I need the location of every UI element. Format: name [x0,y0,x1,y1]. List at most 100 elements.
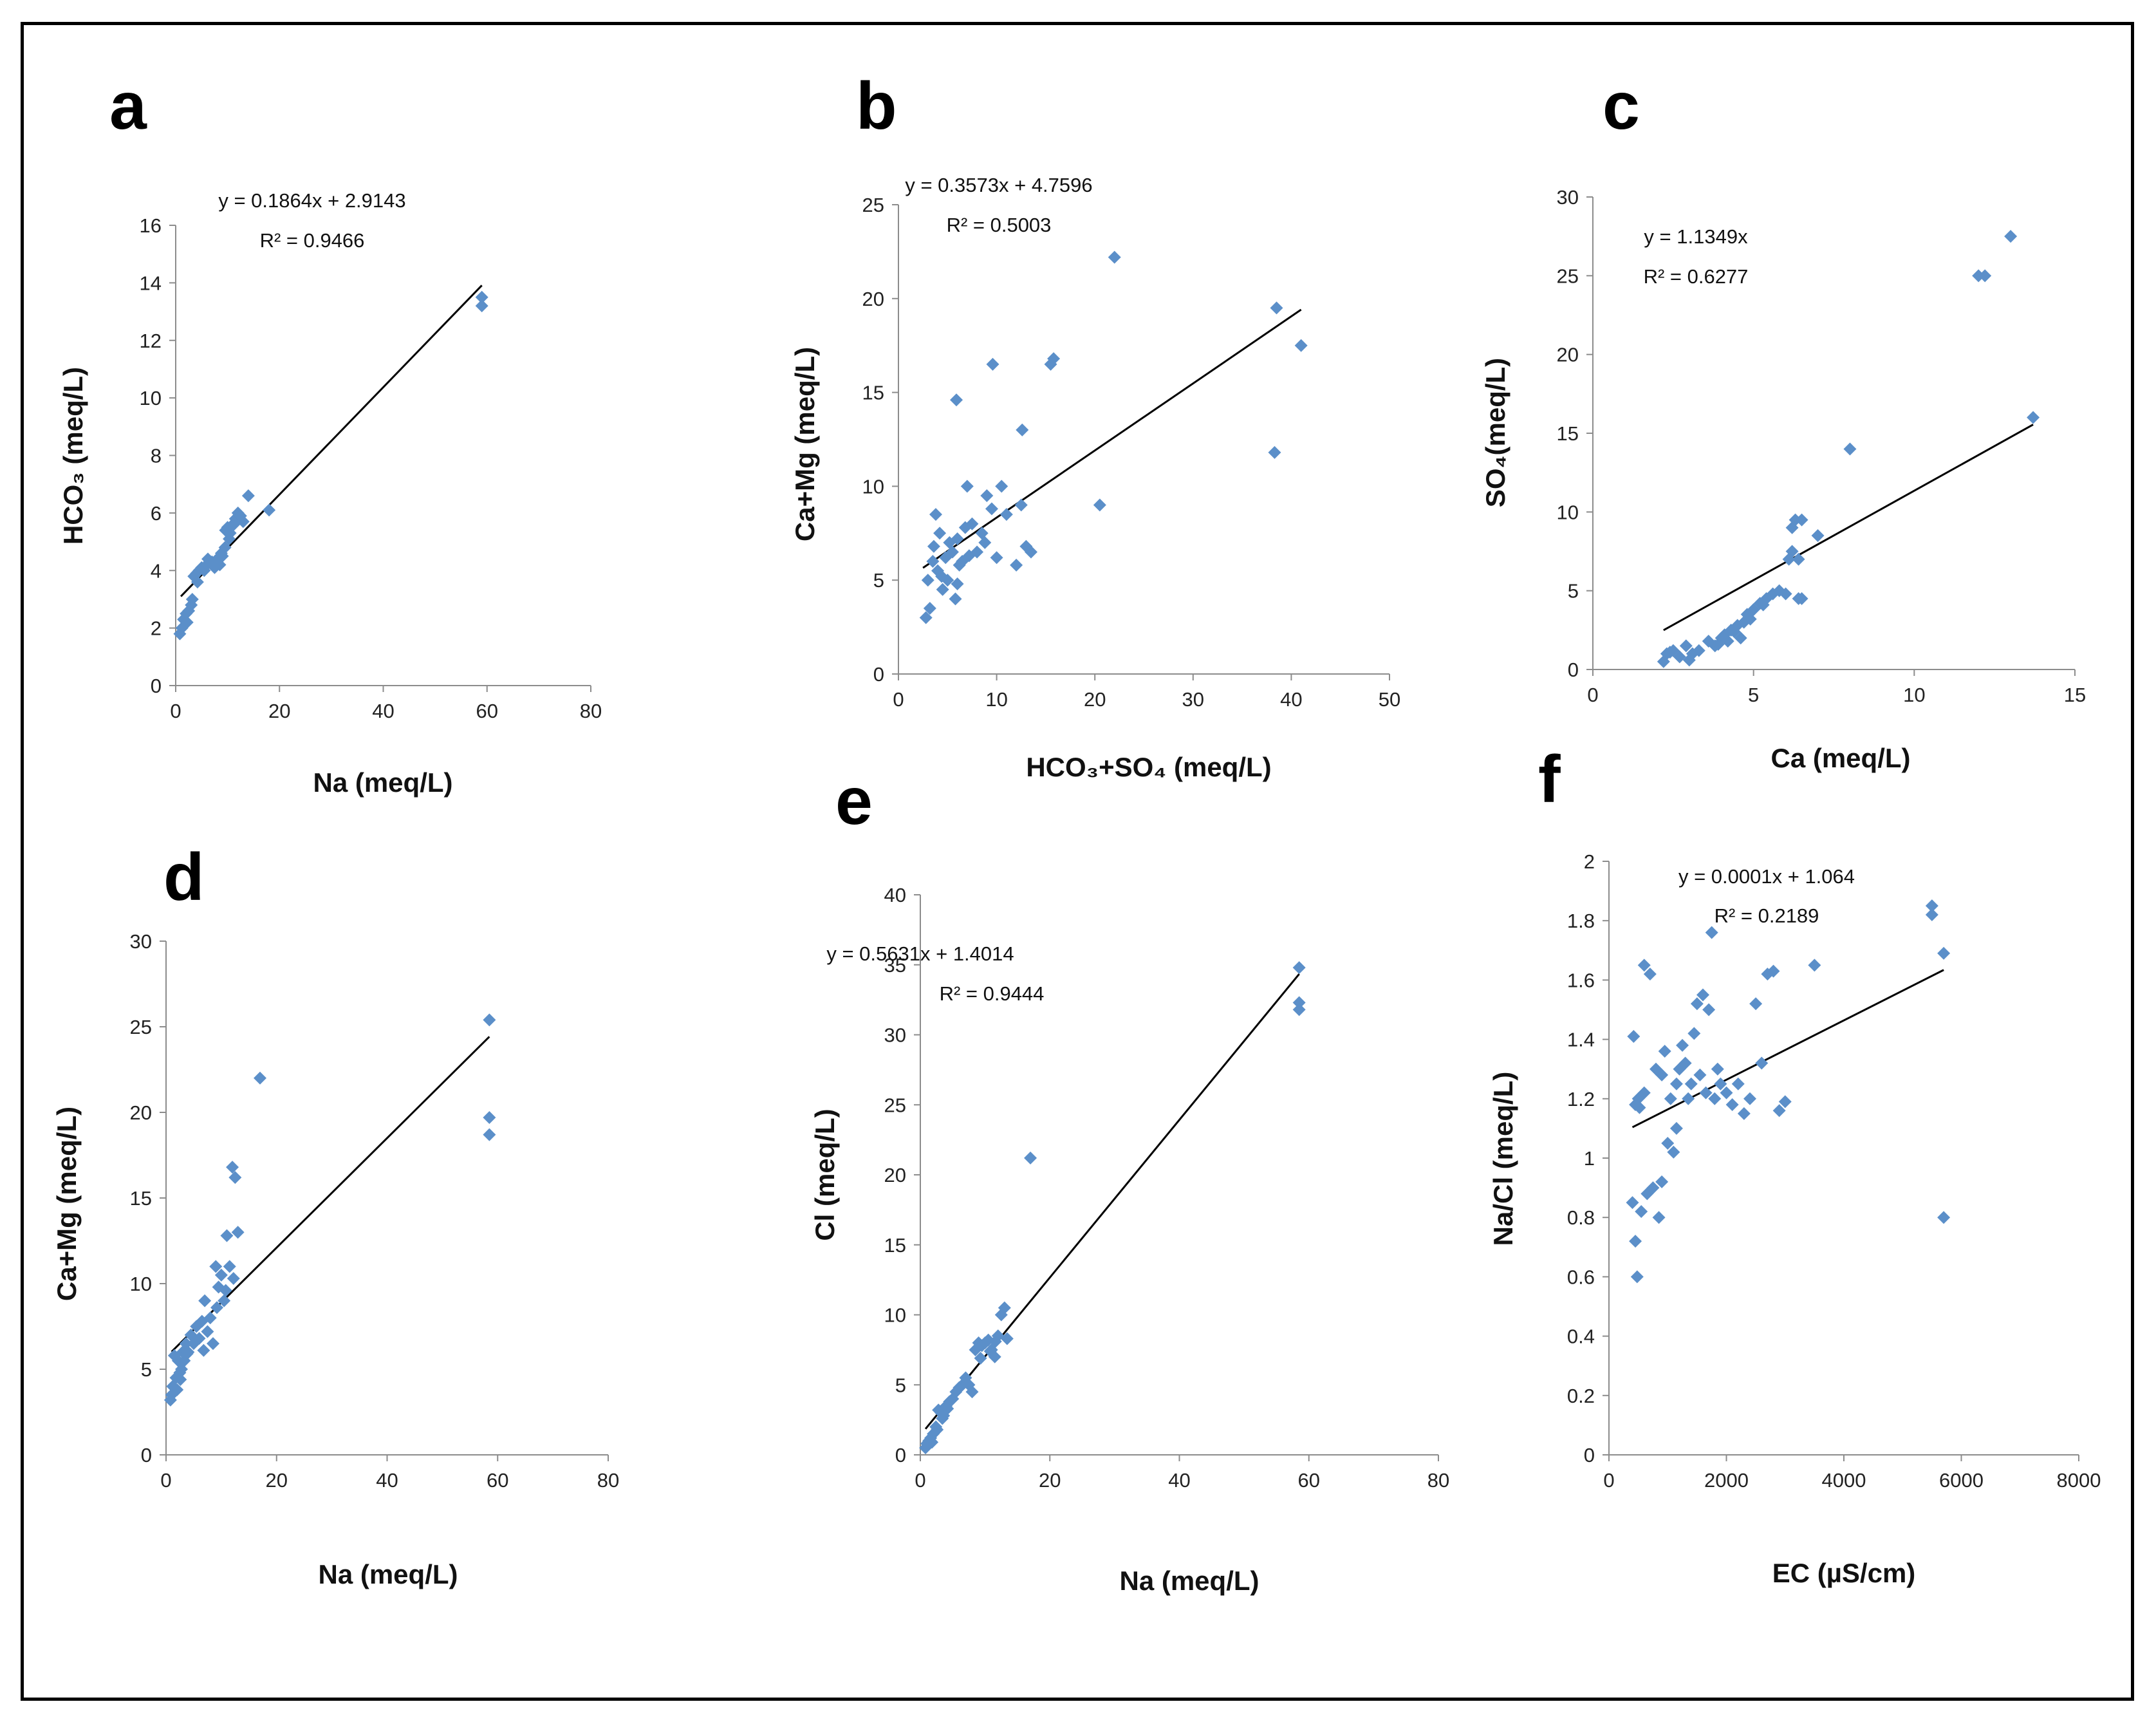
y-tick-label: 12 [140,330,162,352]
data-point [1652,1211,1666,1224]
trend-equation: y = 0.0001x + 1.064 [1678,865,1855,888]
data-point [201,552,214,566]
panel-letter-e: e [835,764,873,839]
data-point [1705,926,1718,939]
data-point [1643,968,1657,981]
x-tick-label: 0 [1603,1469,1614,1492]
data-point [1024,1151,1037,1165]
data-point [203,1311,217,1325]
data-point [1679,639,1693,653]
y-tick-label: 1.4 [1567,1029,1595,1051]
x-tick-label: 0 [893,688,904,711]
y-tick-label: 4 [151,559,162,582]
panel-letter-b: b [856,69,897,144]
data-point [1792,552,1805,566]
data-point [931,1423,944,1436]
data-point [945,545,959,559]
data-point [185,592,199,606]
data-point [936,583,949,596]
x-tick-label: 0 [915,1469,925,1492]
data-point [210,1301,224,1315]
data-point [198,1294,212,1307]
data-point [1702,1003,1716,1016]
data-point [1978,269,1992,283]
data-point [1696,988,1709,1002]
y-axis-label: Cl (meq/L) [810,1109,840,1240]
y-tick-label: 30 [1557,186,1579,209]
data-point [1779,587,1792,601]
r-squared-label: R² = 0.6277 [1644,265,1749,288]
data-point [2004,230,2018,243]
data-point [1661,1136,1675,1150]
data-point [927,539,940,553]
data-point [1731,1077,1745,1090]
data-point [998,1301,1011,1315]
y-tick-label: 2 [1584,850,1595,873]
trend-equation: y = 0.5631x + 1.4014 [826,942,1014,965]
x-tick-label: 4000 [1822,1469,1866,1492]
data-point [1693,1068,1707,1081]
chart-panel-c: c 0 5 10 15 0 5 10 15 20 25 30 Ca (meq/L) SO₄(meq/L) y… [1480,69,2086,773]
data-point [218,1294,231,1307]
y-tick-label: 25 [862,194,884,216]
x-tick-label: 40 [372,700,394,722]
y-tick-label: 1 [1584,1147,1595,1170]
data-point [1795,592,1808,605]
data-point [1000,1332,1014,1345]
data-point [951,532,964,546]
data-point [1627,1029,1640,1043]
data-point [1025,545,1038,559]
x-tick-label: 20 [1039,1469,1061,1492]
r-squared-label: R² = 0.2189 [1715,904,1819,927]
x-tick-label: 20 [266,1469,288,1492]
chart-panel-f: f 0 2000 4000 6000 8000 0 0.2 0.4 0.6 0.8 1 1.2 1.4 1.… [1488,742,2101,1588]
data-point [974,1351,987,1365]
data-point [921,574,934,587]
y-tick-label: 0 [151,675,162,697]
data-point [1658,1045,1671,1058]
panel-letter-a: a [109,69,147,144]
data-point [201,1325,214,1338]
y-axis-label: SO₄(meq/L) [1480,358,1510,507]
data-point [1749,997,1763,1011]
data-point [965,517,979,530]
data-point [999,508,1013,521]
data-point [253,1071,266,1085]
data-point [1678,1056,1692,1070]
data-point [236,515,250,529]
data-point [983,1345,997,1358]
data-point [1664,1092,1677,1105]
r-squared-label: R² = 0.5003 [947,214,1052,236]
y-tick-label: 8 [151,445,162,467]
y-tick-label: 0.2 [1567,1385,1595,1407]
data-point [197,1343,210,1357]
data-point [980,489,994,502]
data-point [180,1347,194,1361]
y-tick-label: 25 [884,1094,906,1116]
data-point [1811,529,1825,543]
data-point [1016,423,1029,436]
data-point [1711,637,1725,651]
x-tick-label: 80 [1427,1469,1449,1492]
x-axis-label: Ca (meq/L) [1770,743,1910,773]
data-point [219,1284,232,1297]
data-point [1673,650,1686,664]
data-point [192,1332,206,1345]
figure-frame [21,22,2134,1701]
y-tick-label: 5 [873,569,884,592]
x-tick-label: 80 [580,700,602,722]
panel-letter-f: f [1538,742,1561,817]
y-tick-label: 15 [1557,422,1579,445]
data-point [923,601,936,615]
y-tick-label: 10 [1557,501,1579,523]
data-point [1270,301,1283,315]
data-point [263,503,276,517]
chart-panel-a: a 0 20 40 60 80 0 2 4 6 8 10 12 14 16 Na (meq/L) HCO₃ (m… [58,69,602,798]
x-tick-label: 5 [1748,684,1759,706]
data-point [1755,1056,1769,1070]
data-point [227,518,241,531]
y-tick-label: 0.6 [1567,1266,1595,1288]
data-point [1692,644,1705,657]
data-point [1655,1175,1669,1188]
data-point [223,1260,236,1273]
